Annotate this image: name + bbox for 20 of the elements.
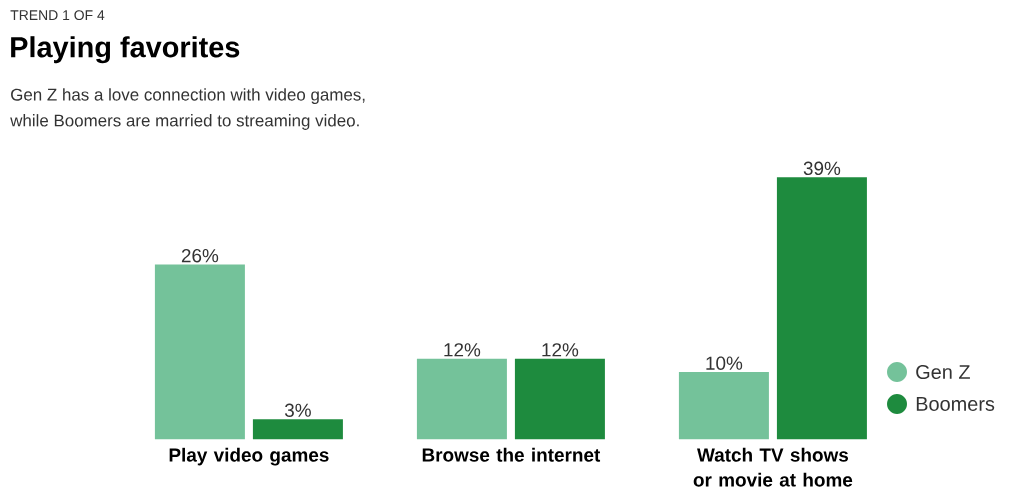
x-tick-label: Play video games	[169, 447, 329, 466]
bar	[678, 372, 769, 440]
text: TREND 1 OF 4	[10, 10, 105, 21]
x-tick-label: Watch TV shows or movie at home	[693, 447, 853, 487]
legend-label: Gen Z	[916, 364, 970, 380]
chart-subtitle: Gen Z has a love connection with video games, while Boomers are married to streaming video.	[10, 88, 365, 130]
data-label: 10%	[706, 356, 743, 370]
data-label: 12%	[542, 343, 579, 357]
bar	[514, 358, 605, 440]
data-label: 26%	[181, 249, 219, 263]
x-tick-label: Browse the internet	[422, 447, 601, 462]
bar	[416, 358, 507, 440]
chart-title: Playing favorites	[11, 36, 240, 64]
bar	[252, 419, 343, 440]
bar	[776, 177, 867, 440]
data-label: 12%	[444, 343, 481, 357]
legend-label: Boomers	[916, 397, 995, 411]
data-label: 39%	[803, 161, 841, 176]
bar	[154, 264, 245, 440]
data-label: 3%	[284, 403, 311, 417]
